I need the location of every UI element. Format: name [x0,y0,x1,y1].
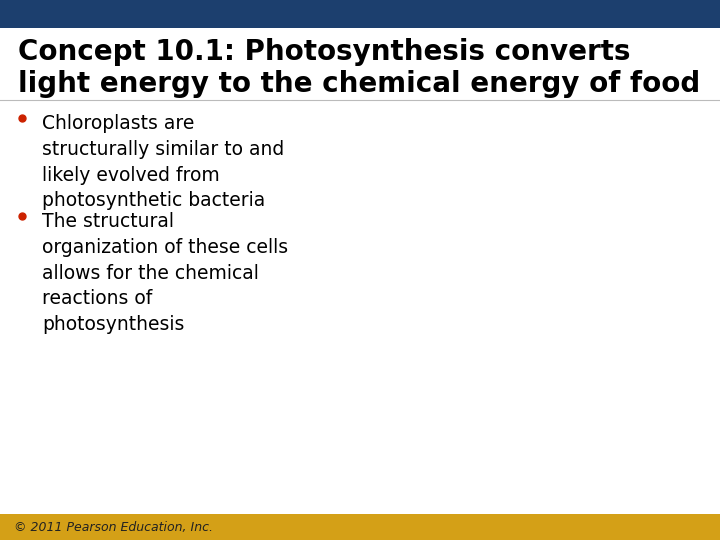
Text: Chloroplasts are
structurally similar to and
likely evolved from
photosynthetic : Chloroplasts are structurally similar to… [42,114,284,210]
Text: light energy to the chemical energy of food: light energy to the chemical energy of f… [18,70,701,98]
Text: The structural
organization of these cells
allows for the chemical
reactions of
: The structural organization of these cel… [42,212,288,334]
Bar [0,514,720,540]
Bar [0,0,720,28]
Text: Concept 10.1: Photosynthesis converts: Concept 10.1: Photosynthesis converts [18,38,631,66]
Text: © 2011 Pearson Education, Inc.: © 2011 Pearson Education, Inc. [14,521,213,534]
